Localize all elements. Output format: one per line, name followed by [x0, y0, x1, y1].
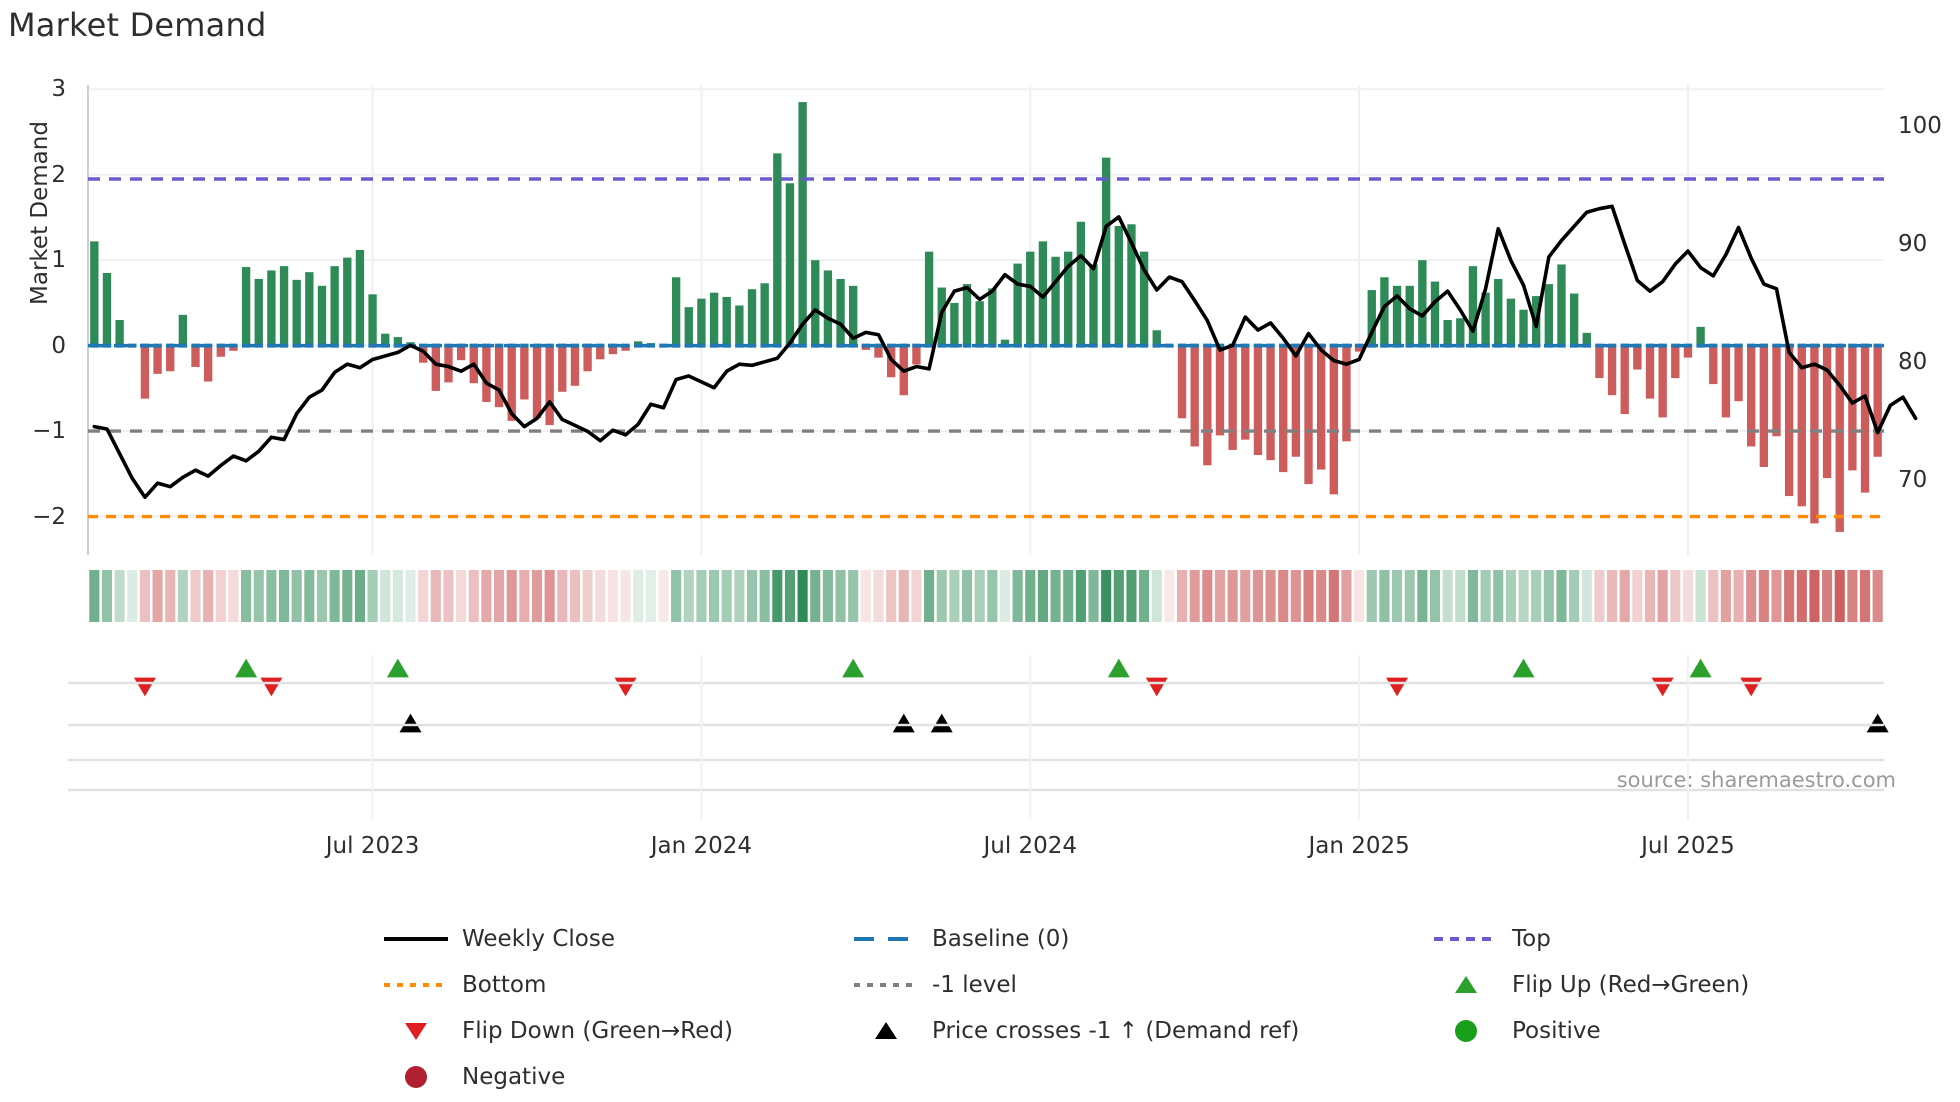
- legend-item[interactable]: Positive: [1430, 1012, 1800, 1050]
- legend-label: Price crosses -1 ↑ (Demand ref): [932, 1018, 1300, 1044]
- x-tick: Jul 2025: [1641, 833, 1735, 859]
- marker-row-rules: [68, 655, 1884, 820]
- y-tick-right: 80: [1898, 348, 1928, 375]
- y-tick-left: −2: [32, 503, 66, 530]
- x-tick: Jan 2024: [650, 833, 753, 859]
- legend-key: [1430, 926, 1512, 952]
- legend-item[interactable]: Price crosses -1 ↑ (Demand ref): [850, 1012, 1430, 1050]
- y-tick-left: 2: [51, 161, 66, 188]
- legend-label: Bottom: [462, 972, 547, 998]
- legend-key: [850, 972, 932, 998]
- legend-label: -1 level: [932, 972, 1017, 998]
- x-tick: Jul 2023: [325, 833, 420, 859]
- legend-label: Negative: [462, 1064, 566, 1090]
- y-tick-left: 3: [51, 76, 66, 103]
- legend-item[interactable]: Baseline (0): [850, 920, 1430, 958]
- dotted-line-orange-icon: [384, 983, 448, 987]
- source-note: source: sharemaestro.com: [1616, 768, 1896, 792]
- y-tick-right: 100: [1898, 113, 1942, 140]
- legend-key: [850, 1018, 932, 1044]
- legend-label: Weekly Close: [462, 926, 615, 952]
- solid-line-black-icon: [384, 937, 448, 941]
- dashed-line-purple-icon: [1434, 937, 1498, 941]
- reference-lines: [88, 177, 1884, 519]
- legend-label: Flip Down (Green→Red): [462, 1018, 733, 1044]
- weekly-close-line: [92, 204, 1918, 500]
- legend-item[interactable]: Weekly Close: [380, 920, 850, 958]
- x-tick: Jan 2025: [1308, 833, 1410, 859]
- legend-key: [380, 1018, 462, 1044]
- circle-darkred-icon: [405, 1066, 427, 1088]
- legend-item[interactable]: Flip Up (Red→Green): [1430, 966, 1800, 1004]
- circle-green-icon: [1455, 1020, 1477, 1042]
- legend-key: [1430, 972, 1512, 998]
- legend-label: Baseline (0): [932, 926, 1070, 952]
- market-demand-chart: [68, 85, 1918, 820]
- triangle-up-green-icon: [1455, 976, 1477, 993]
- legend-spacer: [850, 1058, 1430, 1096]
- demand-bars: [90, 102, 1882, 532]
- y-tick-left: 1: [51, 247, 66, 274]
- legend-item[interactable]: Negative: [380, 1058, 850, 1096]
- y-tick-right: 90: [1898, 231, 1928, 258]
- triangle-up-black-icon: [875, 1022, 897, 1039]
- signal-markers: [133, 658, 1889, 733]
- legend-key: [380, 926, 462, 952]
- legend-item[interactable]: Flip Down (Green→Red): [380, 1012, 850, 1050]
- dashed-line-blue-icon: [854, 937, 918, 941]
- y-tick-left: −1: [32, 418, 66, 445]
- triangle-down-red-icon: [405, 1023, 427, 1040]
- legend-label: Positive: [1512, 1018, 1601, 1044]
- legend-key: [1430, 1018, 1512, 1044]
- y-tick-left: 0: [51, 332, 66, 359]
- legend-item[interactable]: Bottom: [380, 966, 850, 1004]
- legend-label: Flip Up (Red→Green): [1512, 972, 1750, 998]
- legend-item[interactable]: Top: [1430, 920, 1800, 958]
- legend-key: [380, 972, 462, 998]
- demand-heatmap-strip: [89, 570, 1883, 622]
- chart-legend: Weekly Close Baseline (0) Top Bottom -1 leve…: [380, 920, 1800, 1096]
- y-tick-right: 70: [1898, 466, 1928, 493]
- page-title: Market Demand: [8, 6, 267, 44]
- dotted-line-gray-icon: [854, 983, 918, 987]
- legend-spacer: [1430, 1058, 1800, 1096]
- x-tick: Jul 2024: [983, 833, 1078, 859]
- legend-key: [380, 1064, 462, 1090]
- legend-label: Top: [1512, 926, 1551, 952]
- legend-item[interactable]: -1 level: [850, 966, 1430, 1004]
- legend-key: [850, 926, 932, 952]
